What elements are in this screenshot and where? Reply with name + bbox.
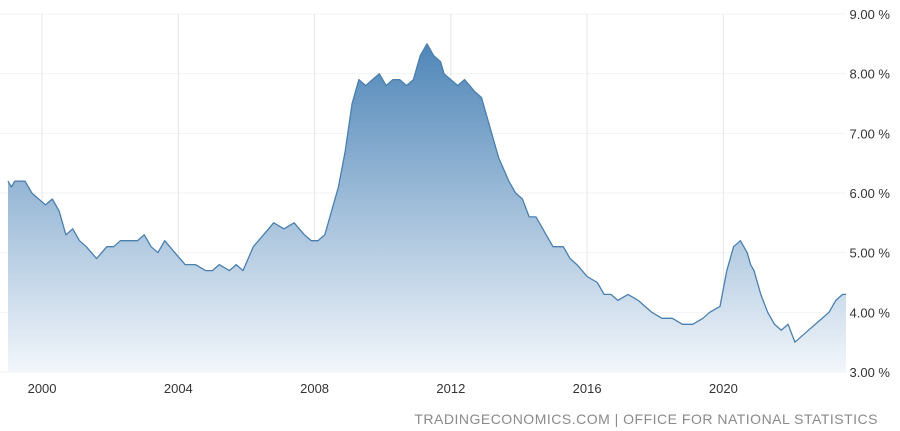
series-area — [7, 43, 846, 373]
y-tick-label: 3.00 % — [850, 365, 891, 380]
x-tick-label: 2000 — [28, 381, 57, 396]
x-tick-label: 2012 — [436, 381, 465, 396]
area-fill — [8, 43, 846, 373]
y-tick-label: 8.00 % — [850, 67, 891, 82]
x-tick-label: 2004 — [164, 381, 193, 396]
x-tick-label: 2020 — [709, 381, 738, 396]
x-tick-label: 2008 — [300, 381, 329, 396]
y-tick-label: 5.00 % — [850, 246, 891, 261]
y-axis-ticks: 3.00 % 4.00 % 5.00 % 6.00 % 7.00 % 8.00 % 9.00… — [850, 7, 891, 380]
x-axis-ticks: 2000 2004 2008 2012 2016 2020 — [28, 381, 738, 396]
series-line — [7, 43, 846, 343]
source-credit[interactable]: TRADINGECONOMICS.COM | OFFICE FOR NATION… — [414, 411, 878, 427]
y-tick-label: 6.00 % — [850, 186, 891, 201]
y-tick-label: 4.00 % — [850, 305, 891, 320]
y-tick-label: 9.00 % — [850, 7, 891, 22]
x-tick-label: 2016 — [573, 381, 602, 396]
y-tick-label: 7.00 % — [850, 126, 891, 141]
